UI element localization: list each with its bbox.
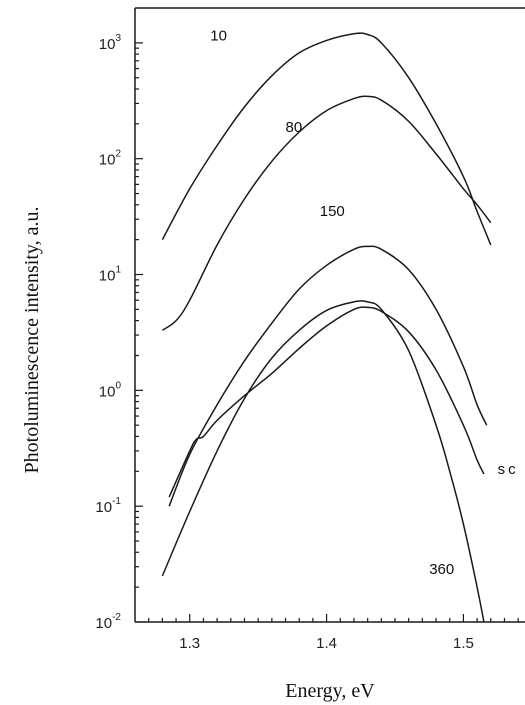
y-tick-label: 10-2 — [95, 612, 121, 632]
y-axis-title: Photoluminescence intensity, a.u. — [21, 207, 43, 474]
series-line-360 — [161, 300, 485, 623]
series-line-10 — [161, 32, 492, 246]
series-label-150: 150 — [320, 203, 345, 220]
y-tick-label: 102 — [99, 149, 122, 169]
x-tick-label: 1.5 — [453, 635, 474, 652]
series-label-sc: sc — [498, 461, 519, 478]
axes — [134, 7, 525, 623]
x-axis-ticks: 1.3 1.4 1.5 — [148, 614, 519, 652]
series-label-360: 360 — [429, 561, 454, 578]
y-tick-label: 10-1 — [95, 496, 121, 516]
series-curves — [161, 32, 492, 623]
y-tick-label: 101 — [99, 265, 122, 285]
series-line-sc — [168, 306, 485, 498]
y-axis-ticks: 10-2 10-1 100 101 102 103 — [95, 33, 143, 632]
series-line-80 — [161, 95, 492, 331]
series-label-10: 10 — [210, 27, 227, 44]
y-tick-label: 103 — [99, 33, 122, 53]
y-tick-label: 100 — [99, 380, 122, 400]
x-tick-label: 1.3 — [179, 635, 200, 652]
x-axis-title: Energy, eV — [285, 680, 375, 702]
series-label-80: 80 — [286, 119, 303, 136]
series-line-150 — [168, 245, 488, 507]
series-labels: 10 80 150 sc 360 — [210, 27, 519, 578]
x-tick-label: 1.4 — [316, 635, 337, 652]
